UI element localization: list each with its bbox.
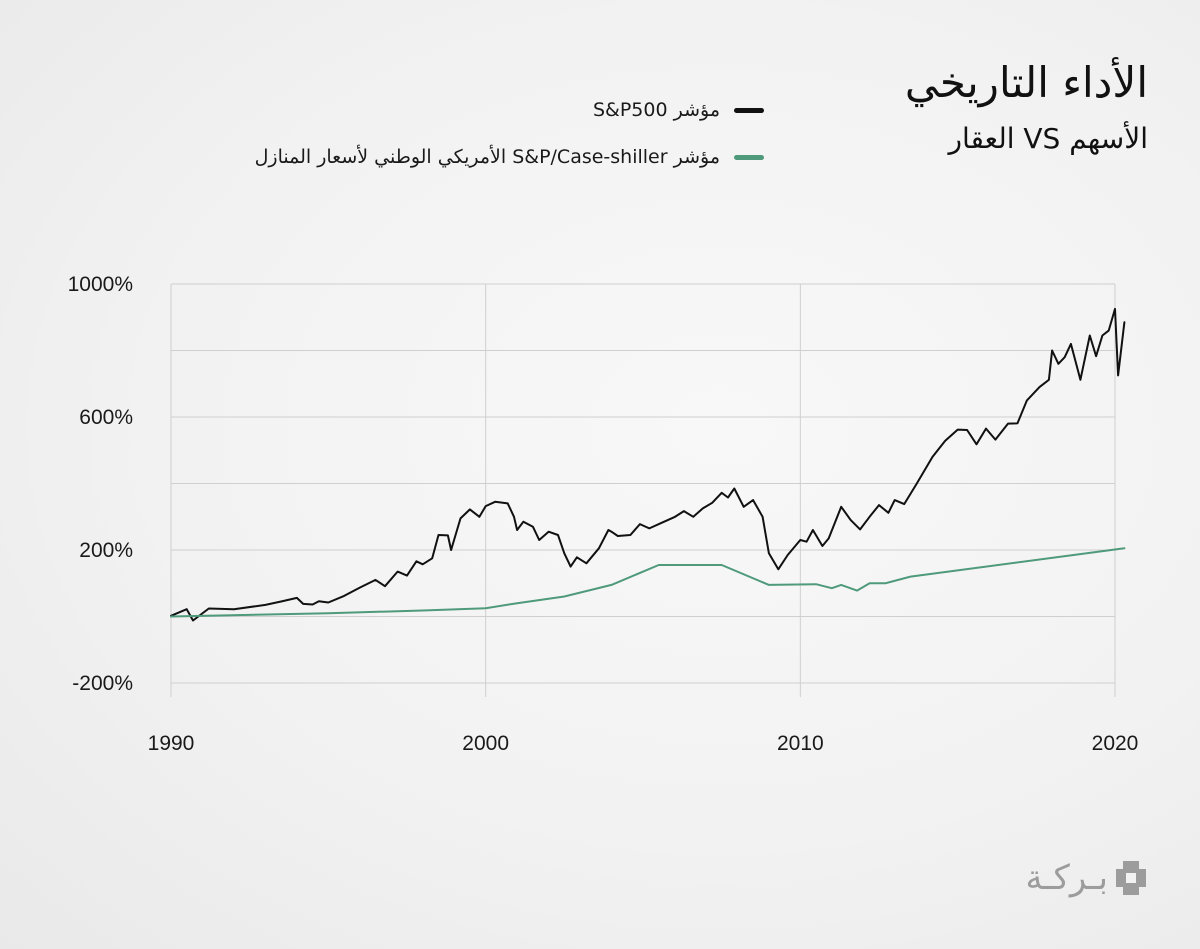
case-shiller-line [170, 547, 1126, 618]
legend-item-sp500: مؤشر S&P500 [255, 94, 764, 126]
y-tick-label: 1000% [68, 273, 133, 296]
x-tick-label: 2020 [1092, 732, 1139, 755]
title-block: الأداء التاريخي الأسهم VS العقار [905, 58, 1148, 156]
chart-title: الأداء التاريخي [904, 58, 1148, 107]
sp500-line [170, 307, 1126, 622]
x-tick-label: 2000 [462, 732, 509, 755]
brand-logo: بـركـة [1025, 858, 1148, 898]
y-tick-label: 200% [79, 539, 133, 562]
legend-item-case-shiller: مؤشر S&P/Case-shiller الأمريكي الوطني لأ… [255, 141, 764, 173]
legend-swatch-sp500 [734, 107, 764, 113]
barakah-logo-icon [1116, 861, 1146, 895]
legend-label-sp500: مؤشر S&P500 [592, 99, 720, 121]
y-tick-label: -200% [72, 672, 133, 695]
x-tick-label: 1990 [148, 732, 195, 755]
legend-swatch-case-shiller [734, 154, 764, 160]
legend-label-case-shiller: مؤشر S&P/Case-shiller الأمريكي الوطني لأ… [254, 146, 720, 168]
chart-subtitle: الأسهم VS العقار [948, 122, 1148, 156]
x-tick-label: 2010 [777, 732, 824, 755]
legend: مؤشر S&P500 مؤشر S&P/Case-shiller الأمري… [255, 94, 764, 188]
y-tick-label: 600% [79, 406, 133, 429]
logo-text: بـركـة [1025, 858, 1108, 898]
